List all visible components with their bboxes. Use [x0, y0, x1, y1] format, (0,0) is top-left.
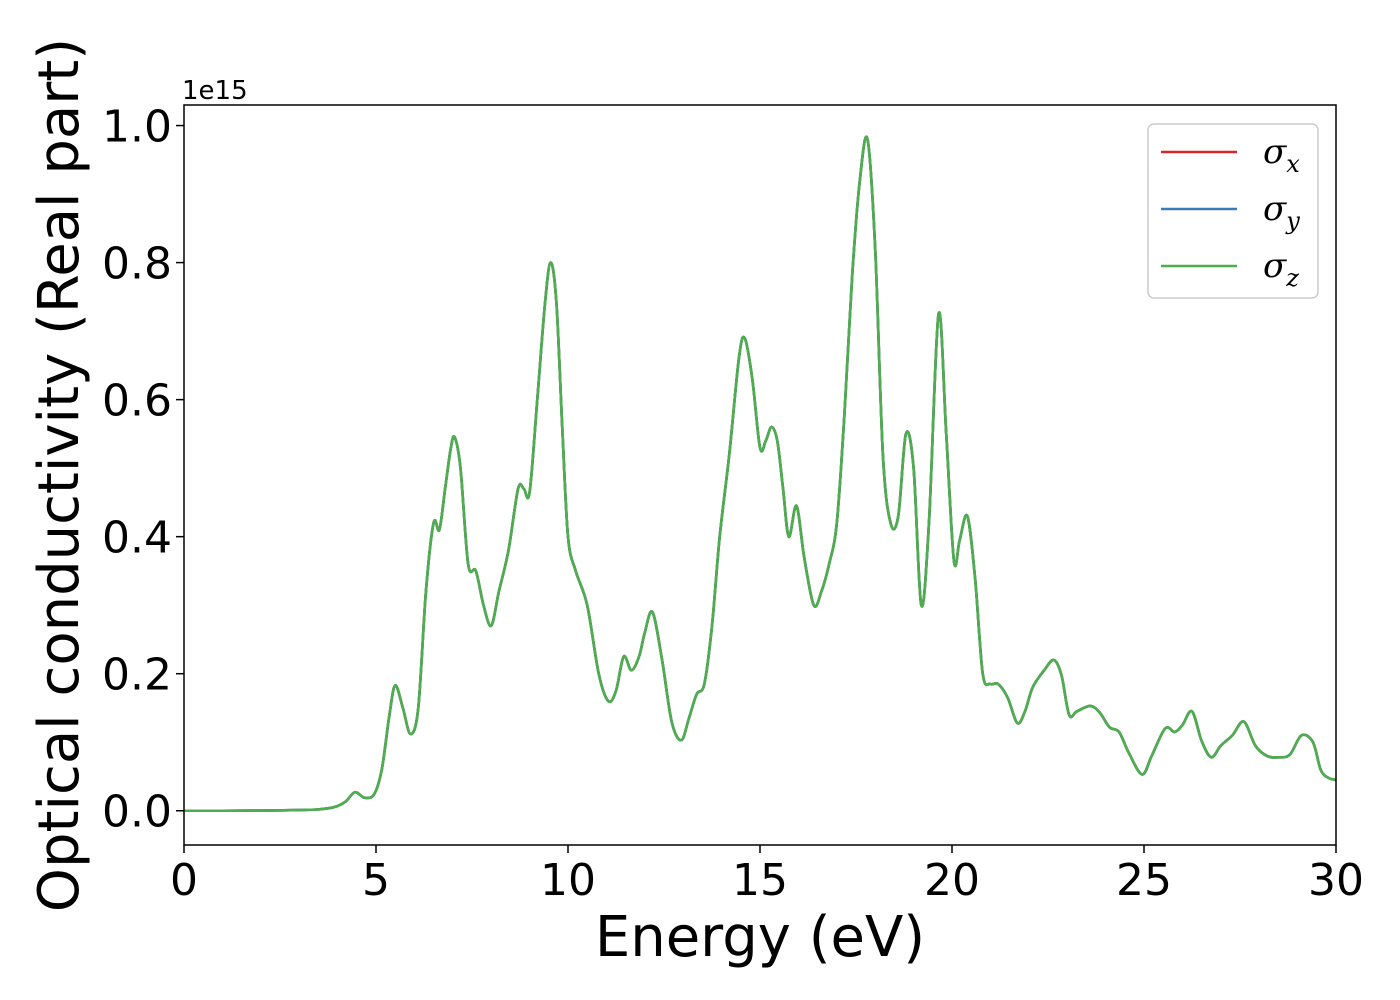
x-tick-label: 25 — [1116, 855, 1172, 906]
y-offset-text: 1e15 — [182, 76, 248, 106]
x-tick-label: 0 — [170, 855, 198, 906]
x-tick-label: 15 — [732, 855, 788, 906]
x-tick-label: 5 — [362, 855, 390, 906]
legend-label: σz — [1263, 246, 1299, 292]
x-tick-label: 30 — [1308, 855, 1364, 906]
y-tick-label: 0.4 — [102, 513, 172, 564]
legend-item-x: σx — [1161, 132, 1300, 178]
x-axis-label: Energy (eV) — [595, 905, 925, 970]
series-line-z — [183, 135, 1337, 813]
y-tick-label: 1.0 — [102, 102, 172, 153]
x-axis-ticks: 0 5 10 15 20 25 30 — [170, 845, 1364, 906]
y-axis-ticks: 0.0 0.2 0.4 0.6 0.8 1.0 — [102, 102, 184, 838]
y-axis-label: Optical conductivity (Real part) — [27, 38, 92, 912]
legend-label: σx — [1263, 132, 1300, 178]
plot-series-group — [183, 135, 1337, 813]
y-tick-label: 0.0 — [102, 787, 172, 838]
legend-label: σy — [1263, 189, 1300, 235]
legend: σx σy σz — [1147, 123, 1319, 299]
legend-frame — [1147, 123, 1319, 299]
y-tick-label: 0.2 — [102, 650, 172, 701]
y-tick-label: 0.6 — [102, 376, 172, 427]
x-tick-label: 20 — [924, 855, 980, 906]
x-tick-label: 10 — [540, 855, 596, 906]
y-tick-label: 0.8 — [102, 239, 172, 290]
legend-item-z: σz — [1161, 246, 1299, 292]
legend-item-y: σy — [1161, 189, 1300, 235]
